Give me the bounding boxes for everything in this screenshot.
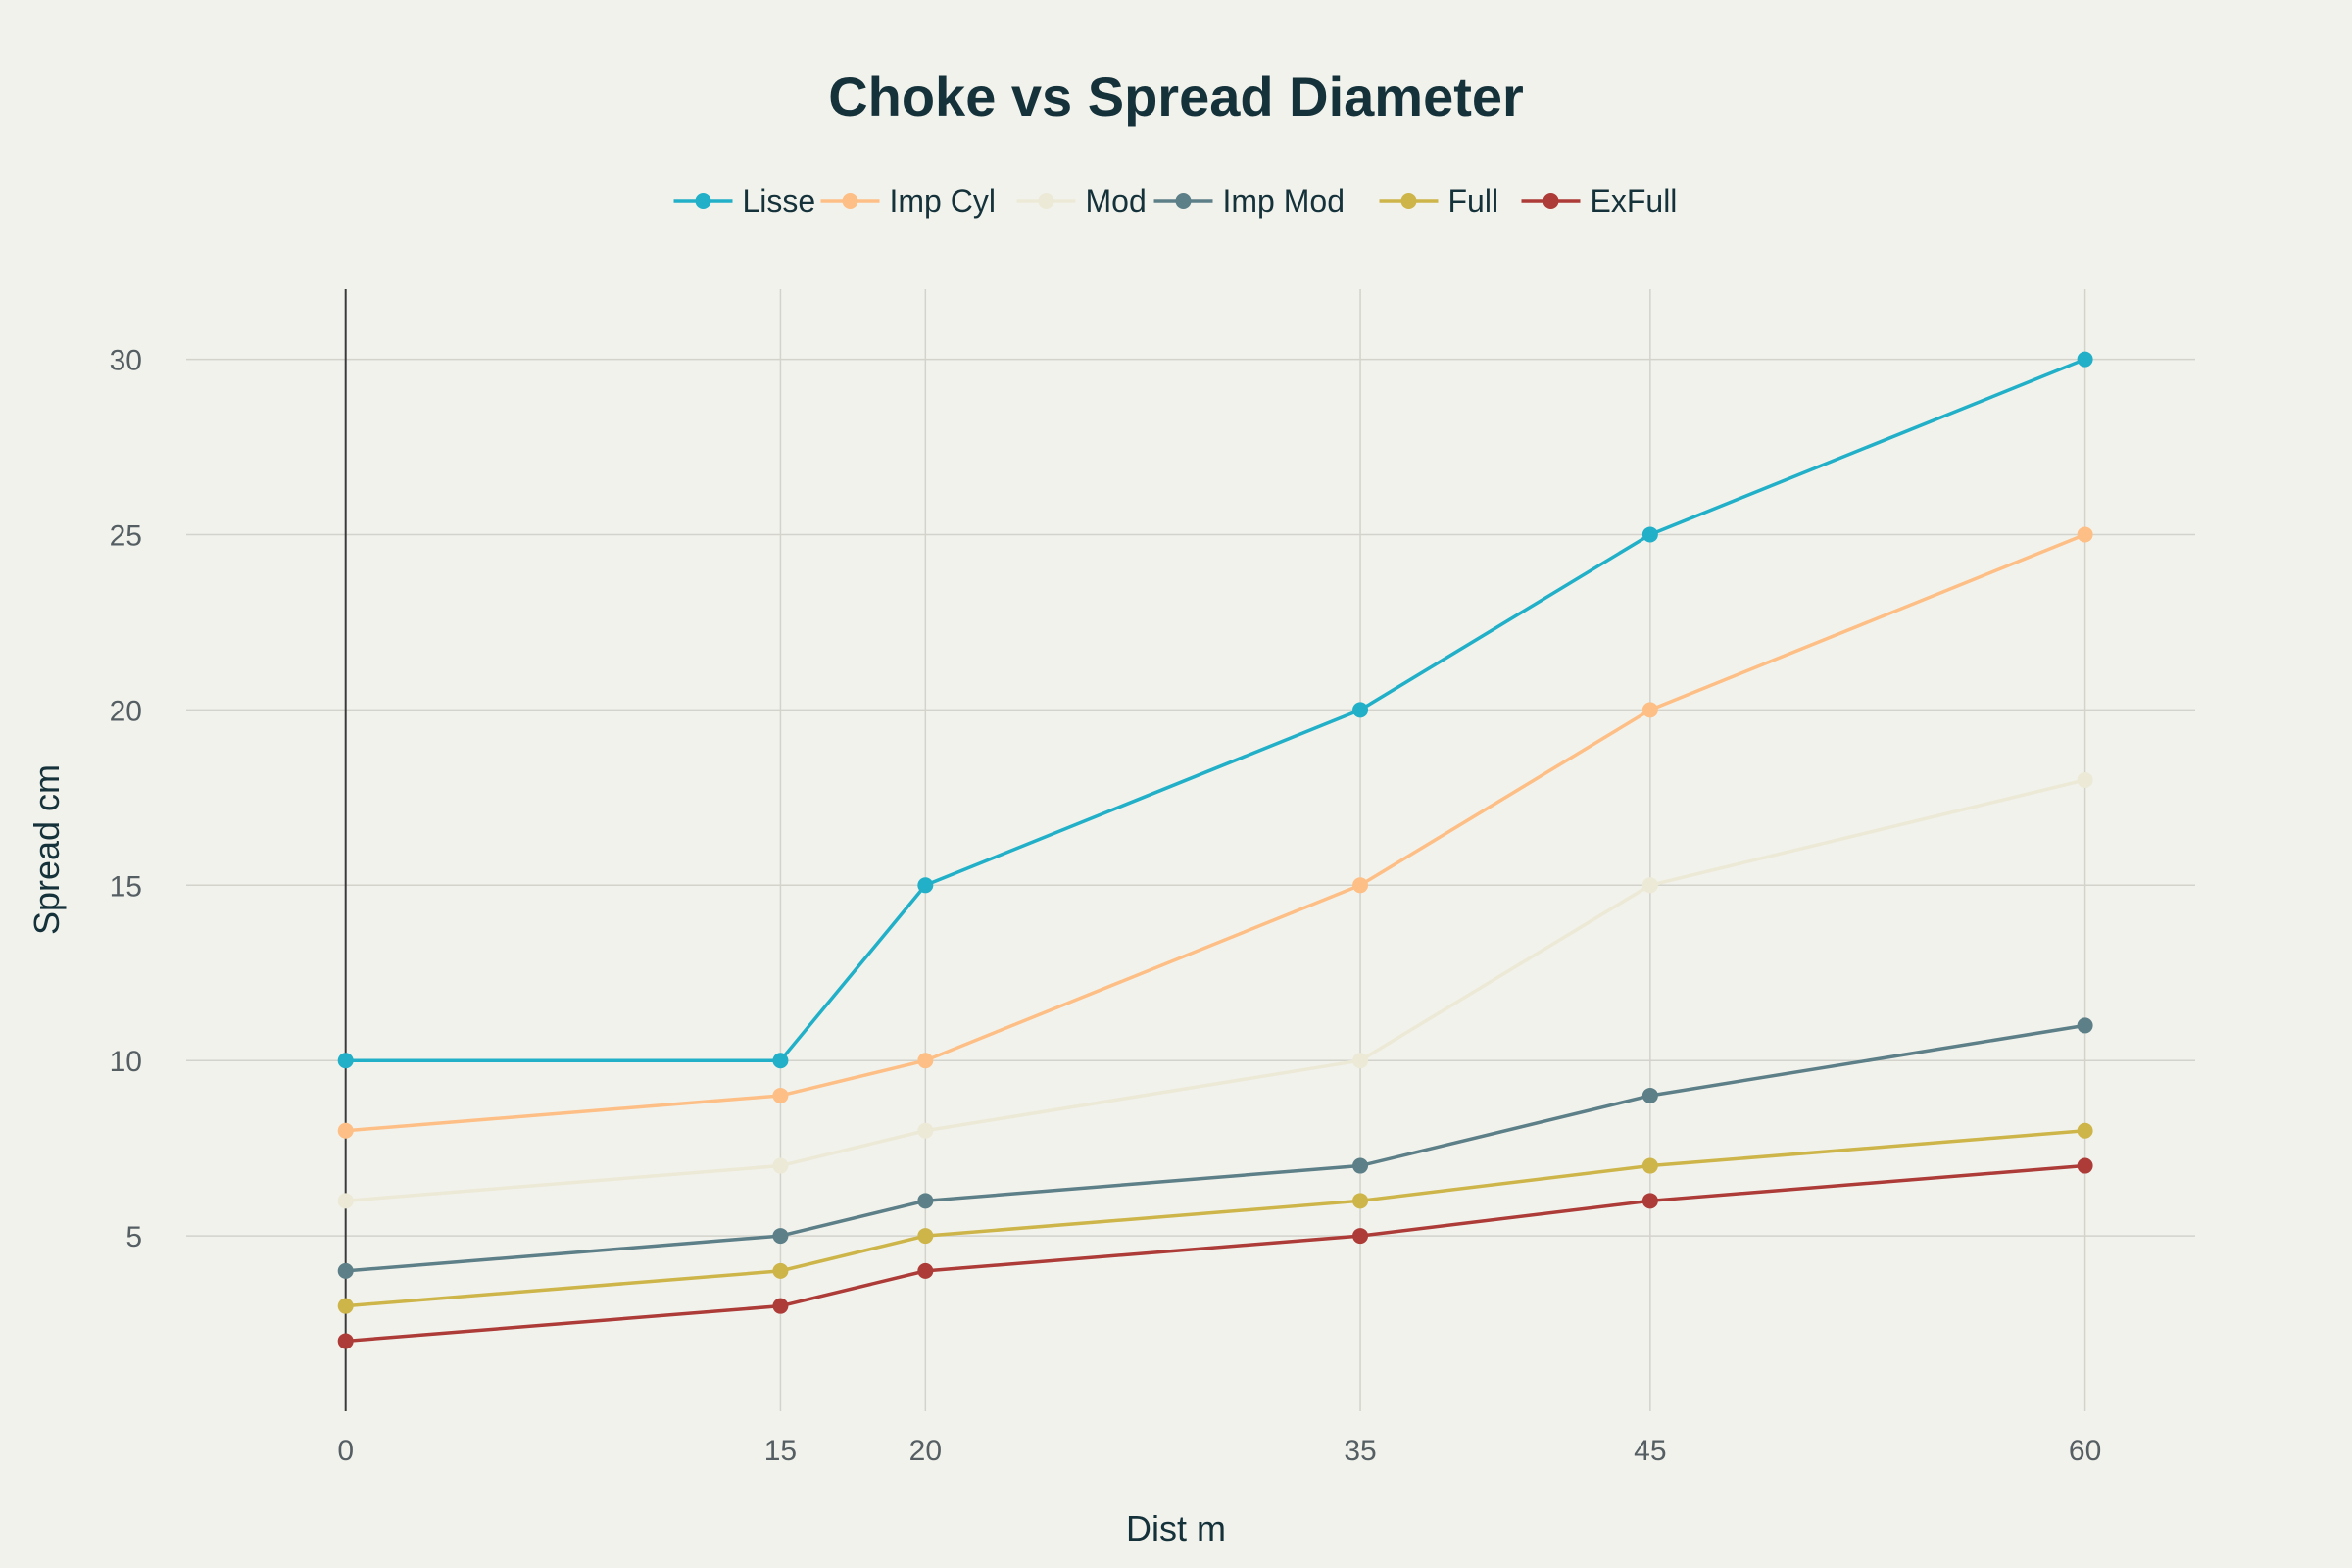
data-point[interactable]: [772, 1298, 789, 1314]
data-point[interactable]: [1352, 877, 1369, 894]
data-point[interactable]: [1642, 877, 1658, 894]
data-point[interactable]: [772, 1262, 789, 1279]
y-tick-label: 15: [110, 870, 142, 903]
x-tick-label: 0: [337, 1435, 354, 1467]
data-point[interactable]: [1352, 1193, 1369, 1209]
data-point[interactable]: [1352, 1228, 1369, 1245]
y-axis-title: Spread cm: [26, 764, 67, 935]
tick-labels: 0 15 20 35 45 60 5 10 15 20 25 30: [110, 345, 2102, 1467]
data-point[interactable]: [2077, 351, 2093, 368]
legend: Lisse Imp Cyl Mod Imp Mod Full ExFull: [673, 183, 1678, 219]
data-point[interactable]: [2077, 1122, 2093, 1139]
data-point[interactable]: [917, 1053, 934, 1069]
legend-item[interactable]: Full: [1379, 183, 1499, 219]
data-point[interactable]: [917, 1228, 934, 1245]
data-point[interactable]: [1352, 702, 1369, 718]
data-point[interactable]: [1642, 702, 1658, 718]
series-line: [345, 1129, 2085, 1308]
legend-swatch-marker: [695, 193, 711, 209]
data-point[interactable]: [337, 1193, 354, 1209]
legend-label: Imp Mod: [1223, 183, 1345, 219]
series-imp-mod: [337, 1017, 2093, 1279]
data-point[interactable]: [2077, 526, 2093, 543]
x-tick-label: 15: [764, 1435, 797, 1467]
legend-item[interactable]: Imp Mod: [1153, 183, 1345, 219]
data-point[interactable]: [337, 1333, 354, 1349]
chart-title: Choke vs Spread Diameter: [828, 66, 1524, 127]
data-point[interactable]: [1642, 526, 1658, 543]
data-point[interactable]: [917, 1122, 934, 1139]
data-point[interactable]: [337, 1298, 354, 1314]
data-point[interactable]: [337, 1262, 354, 1279]
legend-item[interactable]: Imp Cyl: [820, 183, 996, 219]
x-axis-title: Dist m: [1126, 1508, 1226, 1548]
x-tick-label: 60: [2069, 1435, 2101, 1467]
data-point[interactable]: [2077, 771, 2093, 788]
data-point[interactable]: [2077, 1157, 2093, 1174]
data-point[interactable]: [337, 1053, 354, 1069]
series-imp-cyl: [337, 526, 2093, 1139]
legend-label: Mod: [1086, 183, 1147, 219]
series-group: [337, 351, 2093, 1349]
legend-item[interactable]: ExFull: [1521, 183, 1678, 219]
data-point[interactable]: [772, 1087, 789, 1103]
legend-label: Lisse: [743, 183, 816, 219]
y-tick-label: 20: [110, 695, 142, 727]
series-full: [337, 1122, 2093, 1314]
y-tick-label: 5: [125, 1221, 142, 1253]
legend-swatch-marker: [1175, 193, 1192, 209]
y-tick-label: 30: [110, 345, 142, 377]
legend-swatch-marker: [1400, 193, 1417, 209]
series-line: [345, 1023, 2085, 1273]
data-point[interactable]: [772, 1157, 789, 1174]
data-point[interactable]: [1352, 1157, 1369, 1174]
legend-label: ExFull: [1591, 183, 1678, 219]
data-point[interactable]: [1642, 1193, 1658, 1209]
data-point[interactable]: [772, 1053, 789, 1069]
data-point[interactable]: [1642, 1157, 1658, 1174]
series-exfull: [337, 1157, 2093, 1349]
x-tick-label: 20: [909, 1435, 942, 1467]
legend-item[interactable]: Mod: [1016, 183, 1147, 219]
legend-swatch-marker: [1038, 193, 1054, 209]
series-line: [345, 1163, 2085, 1344]
legend-label: Full: [1448, 183, 1499, 219]
y-tick-label: 25: [110, 519, 142, 552]
legend-swatch-marker: [1543, 193, 1559, 209]
data-point[interactable]: [337, 1122, 354, 1139]
x-tick-label: 45: [1634, 1435, 1666, 1467]
data-point[interactable]: [772, 1228, 789, 1245]
series-mod: [337, 771, 2093, 1209]
legend-item[interactable]: Lisse: [673, 183, 816, 219]
series-line: [345, 357, 2086, 1062]
data-point[interactable]: [1352, 1053, 1369, 1069]
data-point[interactable]: [1642, 1087, 1658, 1103]
data-point[interactable]: [917, 877, 934, 894]
data-point[interactable]: [917, 1193, 934, 1209]
y-tick-label: 10: [110, 1046, 142, 1078]
series-line: [345, 532, 2086, 1133]
legend-swatch-marker: [842, 193, 858, 209]
legend-label: Imp Cyl: [890, 183, 996, 219]
data-point[interactable]: [917, 1262, 934, 1279]
data-point[interactable]: [2077, 1017, 2093, 1034]
series-lisse: [337, 351, 2093, 1069]
x-tick-label: 35: [1344, 1435, 1376, 1467]
series-line: [345, 778, 2086, 1203]
